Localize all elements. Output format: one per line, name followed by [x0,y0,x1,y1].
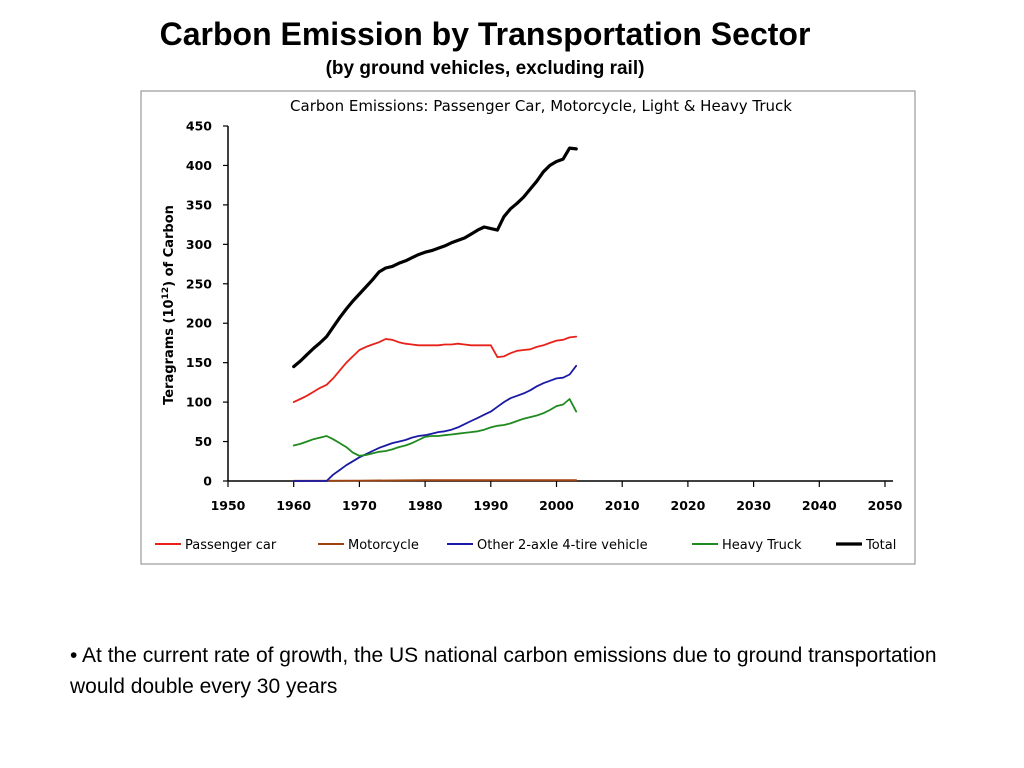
y-axis-label-tail: ) of Carbon [162,205,177,287]
chart-frame [140,90,916,565]
legend: Passenger car Motorcycle Other 2-axle 4-ti… [155,538,896,553]
bullet-point: • At the current rate of growth, the US … [70,644,937,698]
x-tick-label: 2040 [802,498,837,513]
y-tick-label: 50 [195,434,213,449]
y-tick-label: 0 [203,474,212,489]
y-tick-label: 400 [186,158,212,173]
y-tick-label: 250 [186,276,212,291]
legend-label-total: Total [865,538,896,553]
y-tick-label: 350 [186,197,212,212]
x-tick-label: 2020 [671,498,706,513]
y-axis-label-sup: 12 [161,287,171,300]
y-tick-label: 100 [186,395,212,410]
legend-label-other-2-axle-4-tire-vehicle: Other 2-axle 4-tire vehicle [477,538,648,553]
series-line-heavy-truck [292,398,578,457]
x-tick-label: 1990 [473,498,508,513]
x-tick-label: 1970 [342,498,377,513]
legend-label-heavy-truck: Heavy Truck [722,538,802,553]
x-tick-label: 2010 [605,498,640,513]
legend-label-passenger-car: Passenger car [185,538,277,553]
svg-text:Teragrams (1012) of Carbon: Teragrams (1012) of Carbon [161,205,177,405]
chart-title: Carbon Emissions: Passenger Car, Motorcy… [290,97,792,115]
y-tick-label: 450 [186,119,212,134]
legend-label-motorcycle: Motorcycle [348,538,419,553]
series-line-passenger-car [292,335,578,404]
plot-area: 0 50 100 150 200 250 300 350 400 450 1950 1960 1970 1… [186,119,903,514]
series-line-motorcycle [292,479,578,482]
x-tick-label: 1960 [276,498,311,513]
y-axis-label: Teragrams (1012) of Carbon [161,205,177,405]
slide-subtitle: (by ground vehicles, excluding rail) [325,58,645,79]
slide-title: Carbon Emission by Transportation Sector [159,16,811,52]
series-line-other-2-axle-4-tire-vehicle [292,364,578,482]
x-tick-label: 2030 [736,498,771,513]
y-tick-label: 200 [186,316,212,331]
y-tick-label: 150 [186,355,212,370]
x-tick-label: 1980 [408,498,443,513]
x-tick-label: 2000 [539,498,574,513]
series-line-total [292,146,578,369]
y-axis-label-main: Teragrams (10 [162,299,177,404]
y-tick-label: 300 [186,237,212,252]
x-tick-label: 1950 [211,498,246,513]
x-tick-label: 2050 [868,498,903,513]
